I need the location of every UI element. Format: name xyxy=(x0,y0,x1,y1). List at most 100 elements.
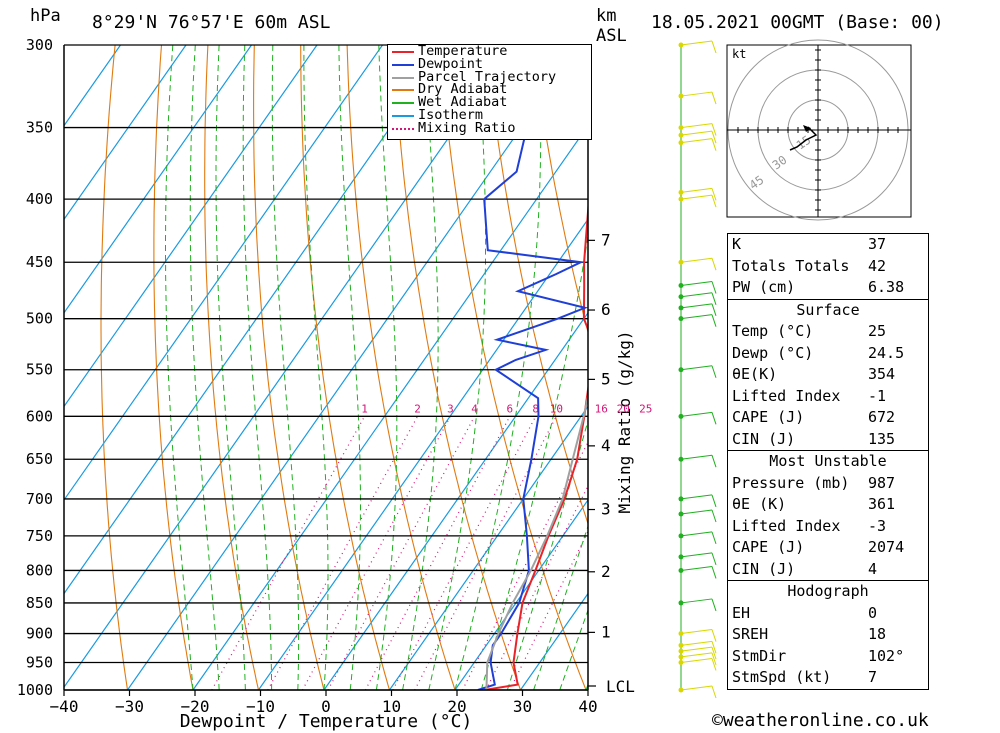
wind-barb-staff xyxy=(680,91,713,97)
wind-barb-staff xyxy=(680,565,713,571)
wind-barb-feather xyxy=(711,531,717,545)
stat-row: Totals Totals 42 xyxy=(732,256,887,275)
wind-barb-staff xyxy=(680,646,713,652)
km-tick-label: 5 xyxy=(601,369,611,388)
x-tick-label: 0 xyxy=(321,697,331,716)
stat-row: PW (cm) 6.38 xyxy=(732,278,905,296)
isotherm-line xyxy=(258,218,588,690)
wind-barb-staff xyxy=(680,598,713,604)
mixing-ratio-line xyxy=(327,416,476,690)
pressure-tick-label: 850 xyxy=(26,594,53,612)
lcl-label: LCL xyxy=(606,677,635,696)
wind-barb-staff xyxy=(680,292,713,298)
wind-barb-feather xyxy=(711,188,717,201)
wind-barb-staff xyxy=(680,411,713,417)
mixing-ratio-tick-label: 25 xyxy=(639,402,652,415)
km-tick-label: 7 xyxy=(601,230,611,249)
wind-barb-feather xyxy=(711,552,717,566)
wind-barb-feather xyxy=(711,303,717,316)
stat-row: CIN (J) 4 xyxy=(732,559,878,578)
dry-adiabat-line xyxy=(532,45,588,335)
isotherm-line xyxy=(64,45,383,502)
dry-adiabat-line xyxy=(990,27,1000,716)
storm-motion-arrow xyxy=(803,125,811,132)
wind-barb-staff xyxy=(680,509,713,515)
wet-adiabat-line xyxy=(303,45,329,690)
km-tick-label: 4 xyxy=(601,436,611,455)
wind-barb-staff xyxy=(680,531,713,537)
mixing-ratio-line xyxy=(364,416,511,690)
legend-swatch xyxy=(392,76,414,79)
mixing-ratio-tick-label: 4 xyxy=(471,402,478,415)
isotherm-lines xyxy=(64,45,588,690)
pressure-unit: hPa xyxy=(30,6,61,26)
wind-barb-feather xyxy=(711,365,717,378)
wind-barb-feather xyxy=(711,646,717,660)
pressure-tick-label: 550 xyxy=(26,361,53,379)
wind-barb-staff xyxy=(680,187,713,193)
wind-barb-staff xyxy=(680,194,713,200)
stat-row: Temp (°C) 25 xyxy=(732,322,887,340)
mixing-ratio-tick-label: 8 xyxy=(532,402,539,415)
isotherm-line xyxy=(64,45,514,689)
legend-item-parcel: Parcel Trajectory xyxy=(388,70,591,84)
isotherm-line xyxy=(64,45,187,221)
km-unit: km xyxy=(596,6,617,26)
wind-barb-staff xyxy=(680,281,713,287)
mixing-ratio-tick-label: 20 xyxy=(617,402,630,415)
isotherm-line xyxy=(64,45,121,127)
pressure-tick-label: 650 xyxy=(26,450,53,468)
km-tick-label: 6 xyxy=(601,300,611,319)
wind-barb-feather xyxy=(711,281,717,294)
wet-adiabat-line xyxy=(338,45,361,690)
wind-barb-feather xyxy=(711,91,717,105)
index-table: K 37 Totals Totals 42 PW (cm) 6.38 Surface … xyxy=(727,233,929,690)
wind-barb-feather xyxy=(711,292,717,305)
wind-barb-staff xyxy=(680,652,713,658)
stat-row: StmSpd (kt) 7 xyxy=(732,668,878,686)
isotherm-line xyxy=(127,45,580,690)
dry-adiabat-line xyxy=(153,45,194,690)
pressure-tick-label: 1000 xyxy=(17,681,53,699)
wind-barb-staff xyxy=(680,494,713,500)
wind-barb-staff xyxy=(680,365,713,371)
legend-item-wet-adiabat: Wet Adiabat xyxy=(388,95,591,109)
stat-row: SREH 18 xyxy=(732,625,887,643)
legend-swatch xyxy=(392,89,414,92)
x-tick-label: −10 xyxy=(246,697,275,716)
legend-item-isotherm: Isotherm xyxy=(388,108,591,122)
wet-adiabat-lines xyxy=(165,45,588,690)
pressure-tick-label: 400 xyxy=(26,190,53,208)
mixing-ratio-lines xyxy=(211,416,588,690)
wind-barb-feather xyxy=(711,566,717,579)
surface-title: Surface xyxy=(728,298,928,322)
wet-adiabat-line xyxy=(165,45,194,690)
isotherm-line xyxy=(389,405,588,690)
wet-adiabat-line xyxy=(402,45,439,690)
wind-barb-staff xyxy=(680,552,713,558)
km-tick-label: 1 xyxy=(601,622,611,641)
mixing-ratio-tick-label: 16 xyxy=(595,402,608,415)
stat-row: Dewp (°C) 24.5 xyxy=(732,343,905,362)
wind-barb-feather xyxy=(711,258,717,271)
legend-swatch xyxy=(392,114,414,117)
dry-adiabat-line xyxy=(346,45,456,690)
dry-adiabat-lines xyxy=(100,27,1000,716)
pressure-tick-label: 350 xyxy=(26,119,53,137)
dry-adiabat-line xyxy=(100,45,129,690)
most-unstable-title: Most Unstable xyxy=(728,450,928,473)
wind-barb-staff xyxy=(680,138,713,144)
wet-adiabat-line xyxy=(533,524,588,690)
x-tick-label: 10 xyxy=(382,697,401,716)
pressure-tick-label: 500 xyxy=(26,310,53,328)
wind-barb-staff xyxy=(680,640,713,646)
wind-barb-staff xyxy=(680,685,713,691)
mixing-ratio-tick-label: 1 xyxy=(361,402,368,415)
copyright-footer: ©weatheronline.co.uk xyxy=(712,710,929,731)
series-parcel-trajectory-line xyxy=(485,392,588,690)
hodograph-title: Hodograph xyxy=(728,580,928,603)
sounding-series xyxy=(477,45,588,690)
x-tick-label: 40 xyxy=(578,697,597,716)
wind-barb-feather xyxy=(711,598,717,612)
